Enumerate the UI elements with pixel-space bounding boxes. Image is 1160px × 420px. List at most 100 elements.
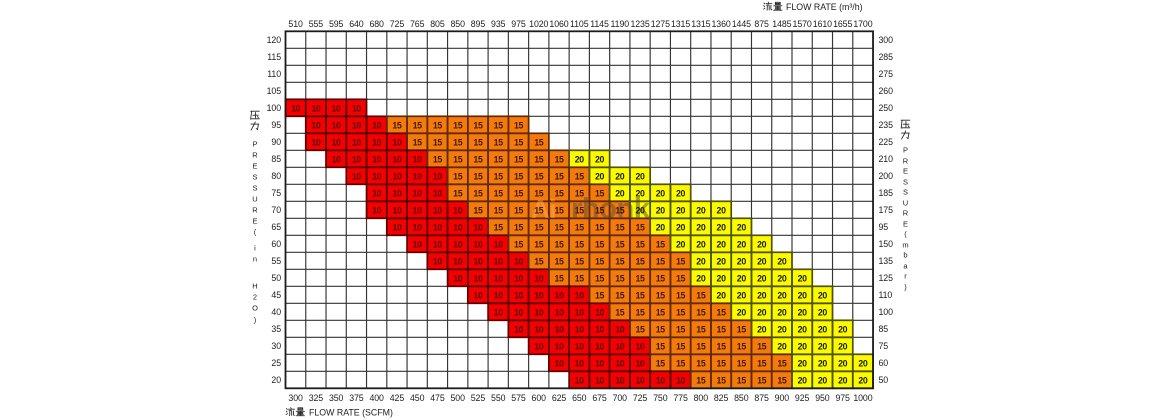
svg-text:15: 15 bbox=[636, 307, 646, 317]
svg-text:10: 10 bbox=[433, 171, 443, 181]
svg-text:20: 20 bbox=[636, 205, 646, 215]
svg-text:15: 15 bbox=[473, 137, 483, 147]
svg-text:10: 10 bbox=[494, 290, 504, 300]
svg-text:20: 20 bbox=[737, 256, 747, 266]
svg-text:10: 10 bbox=[473, 256, 483, 266]
svg-text:10: 10 bbox=[433, 188, 443, 198]
svg-text:85: 85 bbox=[271, 154, 281, 164]
svg-text:235: 235 bbox=[879, 120, 894, 130]
svg-text:15: 15 bbox=[453, 120, 463, 130]
svg-text:20: 20 bbox=[777, 341, 787, 351]
svg-text:10: 10 bbox=[534, 273, 544, 283]
svg-text:10: 10 bbox=[332, 103, 342, 113]
svg-text:700: 700 bbox=[613, 393, 628, 403]
svg-text:675: 675 bbox=[592, 393, 607, 403]
svg-text:10: 10 bbox=[534, 307, 544, 317]
svg-text:175: 175 bbox=[879, 205, 894, 215]
svg-text:650: 650 bbox=[572, 393, 587, 403]
svg-text:350: 350 bbox=[329, 393, 344, 403]
svg-text:90: 90 bbox=[271, 137, 281, 147]
svg-text:a: a bbox=[903, 262, 908, 271]
svg-text:1060: 1060 bbox=[549, 19, 568, 29]
svg-text:15: 15 bbox=[595, 188, 605, 198]
svg-text:20: 20 bbox=[717, 273, 727, 283]
svg-text:185: 185 bbox=[879, 188, 894, 198]
svg-text:20: 20 bbox=[838, 324, 848, 334]
svg-text:555: 555 bbox=[309, 19, 324, 29]
svg-text:15: 15 bbox=[757, 341, 767, 351]
svg-text:20: 20 bbox=[818, 307, 828, 317]
svg-text:500: 500 bbox=[451, 393, 466, 403]
svg-text:10: 10 bbox=[554, 341, 564, 351]
svg-text:10: 10 bbox=[372, 137, 382, 147]
svg-text:15: 15 bbox=[575, 273, 585, 283]
svg-text:1570: 1570 bbox=[793, 19, 812, 29]
svg-text:300: 300 bbox=[879, 35, 894, 45]
svg-text:10: 10 bbox=[372, 171, 382, 181]
svg-text:15: 15 bbox=[473, 171, 483, 181]
svg-text:10: 10 bbox=[453, 256, 463, 266]
svg-text:1700: 1700 bbox=[853, 19, 872, 29]
svg-text:15: 15 bbox=[413, 120, 423, 130]
svg-text:15: 15 bbox=[554, 256, 564, 266]
svg-text:20: 20 bbox=[757, 307, 767, 317]
svg-text:20: 20 bbox=[696, 256, 706, 266]
svg-text:R: R bbox=[252, 206, 258, 215]
svg-text:10: 10 bbox=[352, 154, 362, 164]
svg-text:10: 10 bbox=[311, 103, 321, 113]
svg-text:P: P bbox=[903, 146, 908, 155]
svg-text:10: 10 bbox=[595, 375, 605, 385]
svg-text:15: 15 bbox=[554, 273, 564, 283]
svg-text:1190: 1190 bbox=[611, 19, 630, 29]
svg-text:120: 120 bbox=[267, 35, 282, 45]
svg-text:260: 260 bbox=[879, 86, 894, 96]
svg-text:10: 10 bbox=[494, 239, 504, 249]
svg-text:250: 250 bbox=[879, 103, 894, 113]
svg-text:10: 10 bbox=[332, 154, 342, 164]
svg-text:70: 70 bbox=[271, 205, 281, 215]
svg-text:15: 15 bbox=[534, 256, 544, 266]
svg-text:805: 805 bbox=[430, 19, 445, 29]
svg-text:E: E bbox=[903, 220, 908, 229]
svg-text:S: S bbox=[252, 173, 257, 182]
svg-text:15: 15 bbox=[615, 307, 625, 317]
svg-text:60: 60 bbox=[879, 358, 889, 368]
svg-text:15: 15 bbox=[554, 171, 564, 181]
svg-text:825: 825 bbox=[714, 393, 729, 403]
svg-text:20: 20 bbox=[757, 324, 767, 334]
svg-text:20: 20 bbox=[615, 171, 625, 181]
svg-text:15: 15 bbox=[717, 375, 727, 385]
svg-text:10: 10 bbox=[575, 375, 585, 385]
svg-text:10: 10 bbox=[413, 239, 423, 249]
svg-text:10: 10 bbox=[494, 307, 504, 317]
svg-text:15: 15 bbox=[514, 222, 524, 232]
svg-text:300: 300 bbox=[288, 393, 303, 403]
svg-text:10: 10 bbox=[413, 222, 423, 232]
svg-text:40: 40 bbox=[271, 307, 281, 317]
svg-text:20: 20 bbox=[595, 171, 605, 181]
svg-text:110: 110 bbox=[267, 69, 281, 79]
svg-text:15: 15 bbox=[696, 375, 706, 385]
svg-text:20: 20 bbox=[777, 273, 787, 283]
svg-text:725: 725 bbox=[633, 393, 648, 403]
svg-text:15: 15 bbox=[534, 222, 544, 232]
svg-text:875: 875 bbox=[754, 393, 769, 403]
svg-text:15: 15 bbox=[696, 290, 706, 300]
svg-text:285: 285 bbox=[879, 52, 894, 62]
svg-text:20: 20 bbox=[777, 324, 787, 334]
svg-text:15: 15 bbox=[494, 205, 504, 215]
svg-text:15: 15 bbox=[433, 137, 443, 147]
svg-text:20: 20 bbox=[777, 256, 787, 266]
svg-text:15: 15 bbox=[534, 171, 544, 181]
svg-text:10: 10 bbox=[473, 239, 483, 249]
svg-text:15: 15 bbox=[514, 205, 524, 215]
svg-text:20: 20 bbox=[798, 273, 808, 283]
svg-text:15: 15 bbox=[554, 188, 564, 198]
svg-text:1655: 1655 bbox=[833, 19, 852, 29]
svg-text:15: 15 bbox=[717, 307, 727, 317]
svg-text:15: 15 bbox=[494, 154, 504, 164]
svg-text:10: 10 bbox=[433, 205, 443, 215]
svg-text:1485: 1485 bbox=[772, 19, 791, 29]
svg-text:10: 10 bbox=[433, 222, 443, 232]
svg-text:640: 640 bbox=[349, 19, 364, 29]
